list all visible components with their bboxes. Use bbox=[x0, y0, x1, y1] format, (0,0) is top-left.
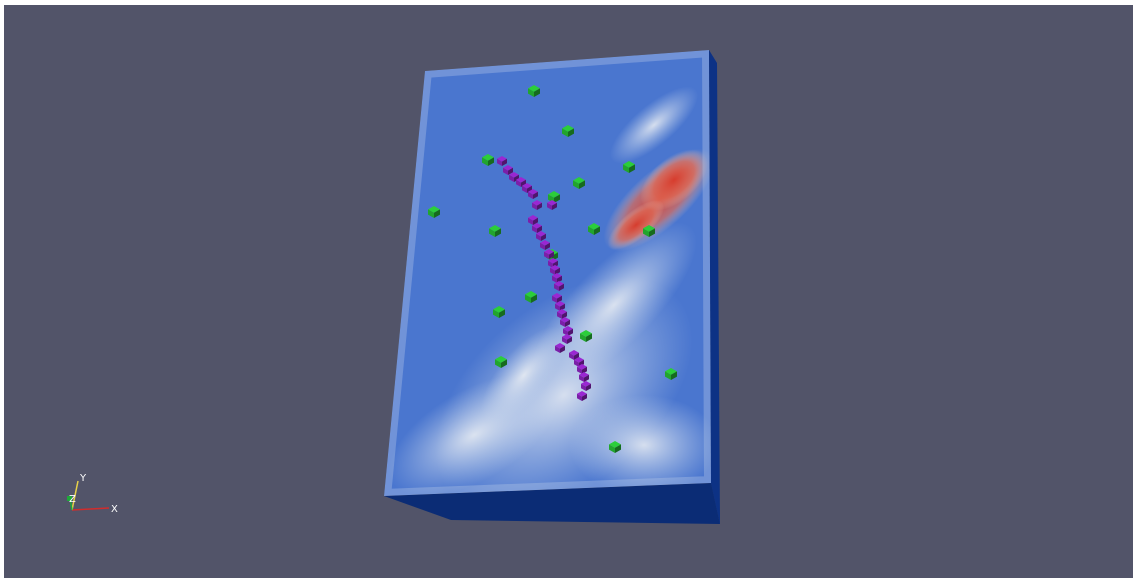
green-cube-marker bbox=[643, 225, 655, 237]
purple-cube-marker bbox=[555, 301, 565, 311]
render-viewport[interactable]: X Y Z bbox=[4, 5, 1133, 578]
green-cube-marker bbox=[588, 223, 600, 235]
purple-cube-marker bbox=[540, 240, 550, 250]
purple-cube-marker bbox=[552, 273, 562, 283]
green-cube-marker bbox=[609, 441, 621, 453]
green-cube-marker bbox=[482, 154, 494, 166]
purple-cube-marker bbox=[581, 381, 591, 391]
z-axis-cube bbox=[67, 496, 72, 501]
x-axis-line bbox=[71, 507, 110, 511]
purple-cube-marker bbox=[577, 364, 587, 374]
green-cube-marker bbox=[489, 225, 501, 237]
purple-cube-marker bbox=[579, 372, 589, 382]
purple-cube-marker bbox=[569, 350, 579, 360]
purple-cube-marker bbox=[536, 231, 546, 241]
green-cube-marker bbox=[580, 330, 592, 342]
green-cube-marker bbox=[573, 177, 585, 189]
purple-cube-marker bbox=[555, 343, 565, 353]
purple-cube-marker bbox=[577, 391, 587, 401]
y-axis-line bbox=[71, 480, 79, 511]
purple-cube-marker bbox=[532, 223, 542, 233]
green-cube-marker bbox=[562, 125, 574, 137]
green-cube-marker bbox=[495, 356, 507, 368]
purple-cube-marker bbox=[554, 281, 564, 291]
y-axis-label: Y bbox=[79, 473, 87, 484]
purple-cube-marker bbox=[503, 165, 513, 175]
orientation-axes: X Y Z bbox=[67, 473, 118, 515]
purple-cube-marker bbox=[522, 183, 532, 193]
purple-cube-marker bbox=[562, 334, 572, 344]
terrain-bottom-face bbox=[384, 483, 720, 524]
purple-cube-marker bbox=[560, 317, 570, 327]
green-cube-marker bbox=[525, 291, 537, 303]
purple-cube-marker bbox=[528, 215, 538, 225]
green-cube-marker bbox=[493, 306, 505, 318]
green-cube-marker bbox=[528, 85, 540, 97]
purple-cube-marker bbox=[550, 265, 560, 275]
purple-cube-marker bbox=[557, 309, 567, 319]
green-cube-marker bbox=[428, 206, 440, 218]
purple-cube-marker bbox=[544, 249, 554, 259]
green-cube-marker bbox=[665, 368, 677, 380]
purple-cube-marker bbox=[547, 200, 557, 210]
purple-cube-marker bbox=[516, 177, 526, 187]
purple-cube-marker bbox=[497, 156, 507, 166]
purple-cube-marker bbox=[528, 189, 538, 199]
z-axis-label: Z bbox=[69, 494, 76, 505]
green-marker-layer bbox=[428, 85, 677, 453]
green-cube-marker bbox=[623, 161, 635, 173]
purple-cube-marker bbox=[552, 293, 562, 303]
terrain-side-face-strip bbox=[709, 50, 720, 524]
purple-cube-marker bbox=[509, 172, 519, 182]
purple-marker-layer bbox=[497, 156, 591, 401]
x-axis-label: X bbox=[111, 504, 118, 515]
terrain-scene[interactable] bbox=[4, 5, 1133, 578]
purple-cube-marker bbox=[532, 200, 542, 210]
